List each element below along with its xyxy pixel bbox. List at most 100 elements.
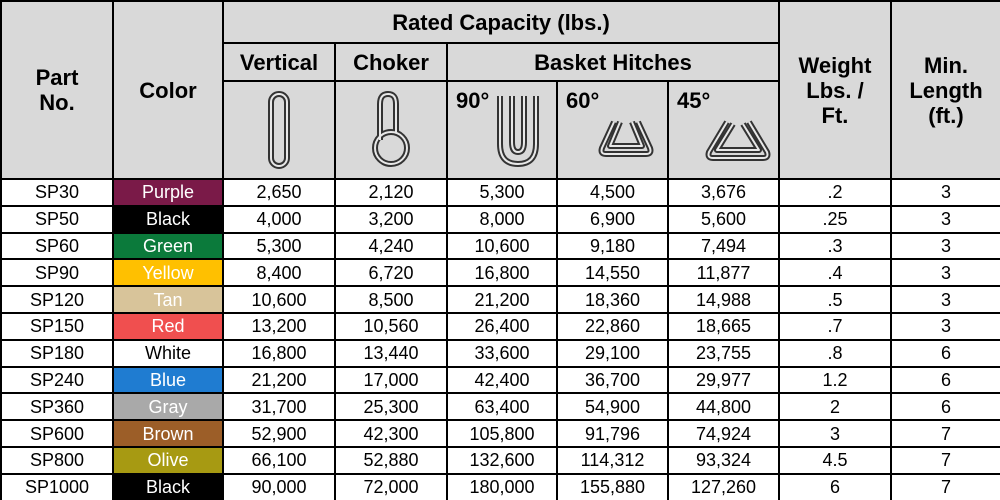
table-cell: 36,700 [556, 365, 669, 395]
choker-header: Choker [334, 42, 448, 82]
table-cell: 29,100 [556, 338, 669, 368]
table-row: SP90 Yellow 8,400 6,720 16,800 14,550 11,877.4… [0, 258, 1000, 288]
table-cell: 1.2 [778, 365, 892, 395]
table-body: SP30 Purple 2,650 2,120 5,300 4,500 3,676.2 3 SP… [0, 178, 1000, 500]
table-cell: 14,550 [556, 258, 669, 288]
table-cell: 44,800 [667, 392, 780, 422]
table-cell: 180,000 [446, 472, 558, 500]
table-cell: .5 [778, 285, 892, 314]
table-cell: SP600 [0, 419, 114, 448]
table-cell: 6 [890, 338, 1000, 368]
table-cell: 26,400 [446, 311, 558, 341]
table-cell: 72,000 [334, 472, 448, 500]
table-cell: 42,400 [446, 365, 558, 395]
table-cell: 4,500 [556, 178, 669, 207]
table-cell: 63,400 [446, 392, 558, 422]
color-cell: Yellow [112, 258, 224, 288]
table-cell: 3 [890, 311, 1000, 341]
choker-icon [372, 91, 410, 167]
color-cell: Purple [112, 178, 224, 207]
table-cell: 10,560 [334, 311, 448, 341]
table-cell: 2,120 [334, 178, 448, 207]
table-cell: 3 [890, 231, 1000, 261]
basket-45-icon [705, 120, 771, 161]
table-cell: 13,200 [222, 311, 336, 341]
basket-header: Basket Hitches [446, 42, 780, 82]
table-cell: 33,600 [446, 338, 558, 368]
part-no-header: Part No. [0, 0, 114, 180]
vertical-header: Vertical [222, 42, 336, 82]
color-cell: Brown [112, 419, 224, 448]
table-cell: 25,300 [334, 392, 448, 422]
table-cell: 5,300 [446, 178, 558, 207]
table-cell: SP240 [0, 365, 114, 395]
table-cell: 93,324 [667, 445, 780, 475]
table-cell: 29,977 [667, 365, 780, 395]
table-cell: 14,988 [667, 285, 780, 314]
table-cell: .4 [778, 258, 892, 288]
color-cell: Blue [112, 365, 224, 395]
table-cell: 16,800 [222, 338, 336, 368]
table-cell: 7 [890, 472, 1000, 500]
table-cell: 10,600 [446, 231, 558, 261]
vertical-icon-cell [222, 80, 336, 180]
table-cell: 8,000 [446, 204, 558, 234]
table-cell: .7 [778, 311, 892, 341]
table-cell: 52,880 [334, 445, 448, 475]
color-cell: White [112, 338, 224, 368]
table-cell: .2 [778, 178, 892, 207]
table-cell: SP360 [0, 392, 114, 422]
basket-45-cell: 45° [667, 80, 780, 180]
table-row: SP60 Green 5,300 4,240 10,600 9,180 7,494.3 3 [0, 231, 1000, 261]
table-cell: 3,676 [667, 178, 780, 207]
table-cell: 54,900 [556, 392, 669, 422]
table-cell: 52,900 [222, 419, 336, 448]
table-cell: 3,200 [334, 204, 448, 234]
table-cell: 21,200 [446, 285, 558, 314]
table-cell: 42,300 [334, 419, 448, 448]
table-cell: 3 [890, 178, 1000, 207]
table-cell: 4,000 [222, 204, 336, 234]
table-row: SP1000 Black 90,000 72,000 180,000 155,880 127… [0, 472, 1000, 500]
rated-capacity-header: Rated Capacity (lbs.) [222, 0, 780, 44]
table-cell: 3 [890, 258, 1000, 288]
table-cell: 155,880 [556, 472, 669, 500]
table-cell: 132,600 [446, 445, 558, 475]
basket-90-icon [497, 96, 539, 167]
angle-label: 60° [566, 88, 600, 113]
table-cell: 21,200 [222, 365, 336, 395]
angle-label: 90° [456, 88, 490, 113]
table-cell: 4,240 [334, 231, 448, 261]
basket-60-cell: 60° [556, 80, 669, 180]
table-cell: 22,860 [556, 311, 669, 341]
table-cell: 105,800 [446, 419, 558, 448]
table-cell: SP1000 [0, 472, 114, 500]
table-cell: 7,494 [667, 231, 780, 261]
table-cell: 18,665 [667, 311, 780, 341]
table-row: SP150 Red 13,200 10,560 26,400 22,860 18,665.7… [0, 311, 1000, 341]
table-cell: 2 [778, 392, 892, 422]
vertical-icon [268, 91, 290, 169]
table-cell: 4.5 [778, 445, 892, 475]
table-cell: 6 [778, 472, 892, 500]
table-row: SP120 Tan 10,600 8,500 21,200 18,360 14,988.5 3 [0, 285, 1000, 314]
table-row: SP240 Blue 21,200 17,000 42,400 36,700 29,977 1… [0, 365, 1000, 395]
color-cell: Olive [112, 445, 224, 475]
table-cell: .3 [778, 231, 892, 261]
table-cell: SP800 [0, 445, 114, 475]
table-cell: SP90 [0, 258, 114, 288]
table-cell: 31,700 [222, 392, 336, 422]
table-row: SP360 Gray 31,700 25,300 63,400 54,900 44,800 2… [0, 392, 1000, 422]
table-cell: SP30 [0, 178, 114, 207]
table-cell: 17,000 [334, 365, 448, 395]
table-row: SP30 Purple 2,650 2,120 5,300 4,500 3,676.2 3 [0, 178, 1000, 207]
table-cell: 10,600 [222, 285, 336, 314]
choker-icon-cell [334, 80, 448, 180]
table-cell: SP50 [0, 204, 114, 234]
color-cell: Red [112, 311, 224, 341]
angle-label: 45° [677, 88, 711, 113]
table-cell: 8,400 [222, 258, 336, 288]
table-cell: 6,720 [334, 258, 448, 288]
